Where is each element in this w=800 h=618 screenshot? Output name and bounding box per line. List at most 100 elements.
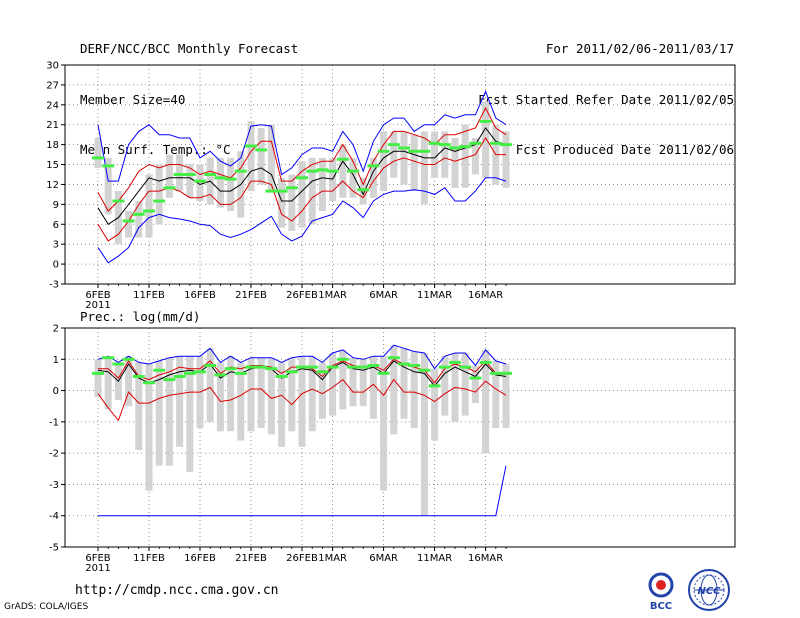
temp-box-bar xyxy=(298,161,306,228)
prec-y-tick-label: -5 xyxy=(49,543,59,554)
temp-box-bar xyxy=(94,138,102,168)
prec-box-bar xyxy=(155,360,163,466)
temp-x-tick-label: 11FEB xyxy=(133,290,165,301)
prec-x-tick-label: 16MAR xyxy=(468,553,503,564)
chart-title: DERF/NCC/BCC Monthly Forecast xyxy=(80,41,299,56)
temp-year-label: 2011 xyxy=(85,300,110,311)
prec-y-tick-label: -1 xyxy=(49,417,59,428)
prec-box-bar xyxy=(400,348,408,419)
temp-box-bar xyxy=(369,157,377,198)
temp-box-bar xyxy=(278,177,286,228)
temp-y-tick-label: 12 xyxy=(46,180,59,191)
prec-year-label: 2011 xyxy=(85,563,110,574)
prec-box-bar xyxy=(278,362,286,447)
temp-y-tick-label: 15 xyxy=(46,160,59,171)
temp-box-bar xyxy=(216,157,224,208)
prec-box-bar xyxy=(135,362,143,451)
prec-y-tick-label: 0 xyxy=(53,386,59,397)
prec-box-bar xyxy=(410,351,418,429)
prec-box-bar xyxy=(125,356,133,407)
temp-x-tick-label: 11MAR xyxy=(417,290,452,301)
bcc-logo: BCC xyxy=(648,572,674,611)
prec-box-bar xyxy=(308,356,316,432)
temp-box-bar xyxy=(431,131,439,178)
temp-x-tick-label: 1MAR xyxy=(318,290,347,301)
temp-y-tick-label: 21 xyxy=(46,120,59,131)
temp-box-bar xyxy=(339,144,347,198)
temp-y-tick-label: 27 xyxy=(46,80,59,91)
bcc-logo-text: BCC xyxy=(650,601,672,611)
temp-y-tick-label: 6 xyxy=(53,220,59,231)
prec-box-bar xyxy=(502,363,510,429)
temp-box-bar xyxy=(104,157,112,215)
temp-box-bar xyxy=(247,121,255,192)
temp-box-bar xyxy=(318,157,326,211)
prec-box-bar xyxy=(165,357,173,466)
temp-box-bar xyxy=(135,201,143,238)
prec-y-tick-label: 2 xyxy=(53,324,59,335)
prec-plot-frame xyxy=(64,327,736,548)
temp-series-p90 xyxy=(97,90,507,182)
prec-box-bar xyxy=(288,357,296,432)
prec-box-bar xyxy=(390,345,398,435)
prec-box-bar xyxy=(298,356,306,447)
prec-box-bar xyxy=(329,353,337,416)
source-url: http://cmdp.ncc.cma.gov.cn xyxy=(75,583,279,598)
prec-box-bar xyxy=(461,353,469,416)
prec-x-tick-label: 26FEB xyxy=(286,553,318,564)
temp-y-tick-label: 0 xyxy=(53,260,59,271)
temp-box-bar xyxy=(308,157,316,225)
prec-x-tick-label: 6FEB xyxy=(85,553,110,564)
temp-box-bar xyxy=(176,154,184,192)
prec-box-bar xyxy=(176,356,184,447)
temp-box-bar xyxy=(165,154,173,198)
temp-box-bar xyxy=(125,211,133,238)
temp-box-bar xyxy=(186,164,194,198)
prec-box-bar xyxy=(186,356,194,472)
prec-x-tick-label: 11MAR xyxy=(417,553,452,564)
temp-series-p75 xyxy=(97,107,507,212)
forecast-period: For 2011/02/06-2011/03/17 xyxy=(545,41,734,56)
prec-x-tick-label: 21FEB xyxy=(235,553,267,564)
temp-box-bar xyxy=(482,101,490,178)
temp-box-bar xyxy=(461,124,469,188)
temp-series-max xyxy=(97,177,507,264)
temp-x-tick-label: 21FEB xyxy=(235,290,267,301)
prec-panel-title: Prec.: log(mm/d) xyxy=(80,309,201,324)
header-left: DERF/NCC/BCC Monthly Forecast Member Siz… xyxy=(80,11,298,178)
temp-box-bar xyxy=(410,134,418,192)
prec-box-bar xyxy=(247,357,255,432)
prec-box-bar xyxy=(216,362,224,432)
prec-box-bar xyxy=(380,356,388,491)
prec-x-tick-label: 6MAR xyxy=(369,553,398,564)
prec-box-bar xyxy=(492,360,500,429)
temp-box-bar xyxy=(502,131,510,188)
prec-box-bar xyxy=(227,356,235,432)
temp-box-bar xyxy=(451,138,459,188)
temp-box-bar xyxy=(471,138,479,175)
temp-box-bar xyxy=(196,164,204,202)
temp-box-bar xyxy=(380,131,388,192)
ncc-logo: NCC xyxy=(688,569,730,611)
temp-box-bar xyxy=(155,164,163,225)
temp-y-tick-label: -3 xyxy=(49,280,59,291)
prec-box-bar xyxy=(359,359,367,407)
prec-box-bar xyxy=(471,365,479,404)
prec-y-tick-label: -4 xyxy=(49,511,59,522)
temp-x-tick-label: 6MAR xyxy=(369,290,398,301)
prec-box-bar xyxy=(267,357,275,435)
prec-box-bar xyxy=(318,362,326,419)
prec-x-tick-label: 1MAR xyxy=(318,553,347,564)
prec-y-tick-label: 1 xyxy=(53,355,59,366)
prec-box-bar xyxy=(94,359,102,397)
temp-x-tick-label: 6FEB xyxy=(85,290,110,301)
prec-series-max xyxy=(98,465,507,517)
member-size: Member Size=40 xyxy=(80,91,186,107)
prec-box-bar xyxy=(420,353,428,516)
ncc-logo-text: NCC xyxy=(697,586,721,597)
temp-y-tick-label: 30 xyxy=(46,61,59,72)
prec-box-bar xyxy=(431,368,439,441)
temp-y-tick-label: 18 xyxy=(46,140,59,151)
temp-box-bar xyxy=(267,124,275,192)
